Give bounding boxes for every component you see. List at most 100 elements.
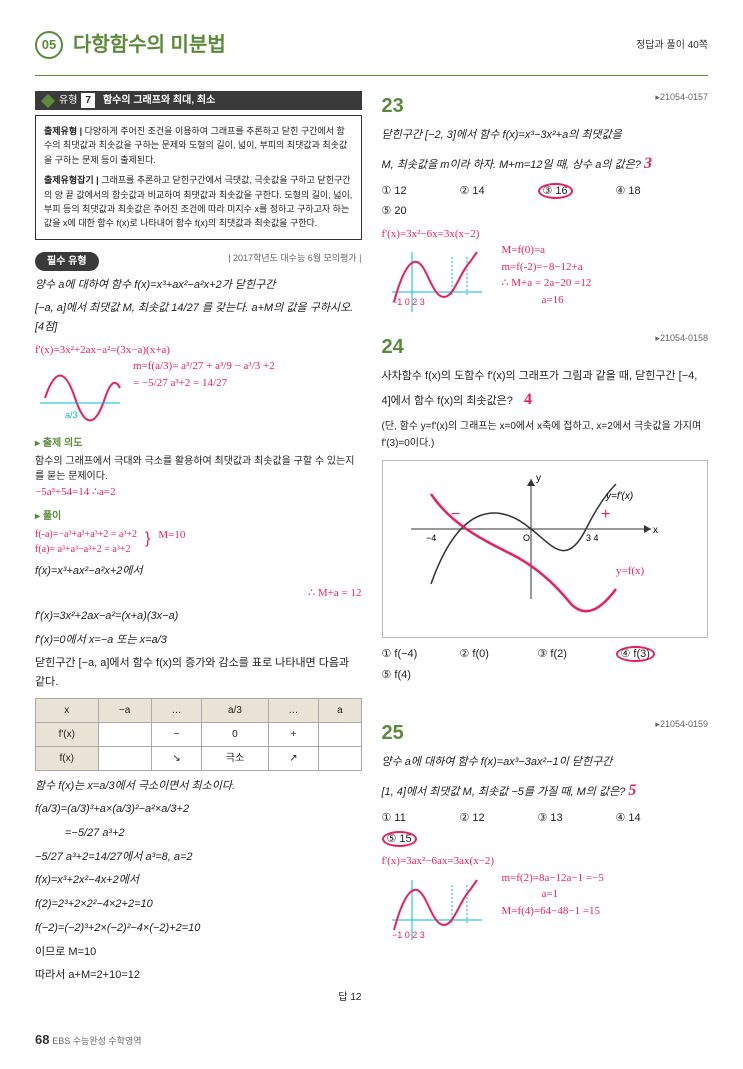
- q24-c4: ④ f(3): [616, 646, 666, 663]
- svg-text:y=f(x): y=f(x): [616, 565, 645, 577]
- sol-5: 함수 f(x)는 x=a/3에서 극소이면서 최소이다.: [35, 777, 362, 796]
- q25-hand1: f'(x)=3ax²−6ax=3ax(x−2): [382, 853, 709, 870]
- sol-3: f'(x)=0에서 x=−a 또는 x=a/3: [35, 631, 362, 650]
- q24-number: 24: [382, 332, 404, 362]
- sign-table: x −a … a/3 … a f'(x) − 0 + f(x) ↘ 극소 ↗: [35, 698, 362, 771]
- q25-text2: [1, 4]에서 최댓값 M, 최솟값 −5를 가질 때, M의 값은? 5: [382, 777, 709, 804]
- q24-c1: ① f(−4): [382, 646, 432, 663]
- q23-hand5: a=16: [542, 292, 592, 309]
- q24-hand-answer: 4: [524, 391, 532, 408]
- q24-c2: ② f(0): [460, 646, 510, 663]
- th-3: a/3: [202, 698, 268, 722]
- q25-c5: ⑤ 15: [382, 831, 432, 848]
- essential-ref: | 2017학년도 대수능 6월 모의평가 |: [228, 252, 361, 266]
- diamond-icon: [41, 93, 55, 107]
- q23-hand1: f'(x)=3x²−6x=3x(x−2): [382, 226, 709, 243]
- right-column: 23 ▸21054-0157 닫힌구간 [−2, 3]에서 함수 f(x)=x³…: [382, 91, 709, 1005]
- q25-choices: ① 11 ② 12 ③ 13 ④ 14 ⑤ 15: [382, 810, 709, 847]
- page-number: 68: [35, 1032, 49, 1047]
- q23-hand3: m=f(-2)=−8−12+a: [502, 259, 592, 276]
- q25-hand3: a=1: [542, 886, 604, 903]
- q23-c4: ④ 18: [616, 183, 666, 200]
- q24-graph: x y −4 O 3 4 y=f'(x) − + y=f(x): [382, 460, 709, 638]
- sketch-graph-1: a/3: [35, 358, 125, 428]
- sol-8: −5/27 a³+2=14/27에서 a³=8, a=2: [35, 848, 362, 867]
- q25-c1: ① 11: [382, 810, 432, 827]
- explain-label-2: 출제유형잡기 |: [44, 175, 101, 185]
- type-number: 7: [81, 93, 95, 108]
- r1-4: +: [268, 722, 319, 746]
- svg-text:3 4: 3 4: [586, 533, 599, 543]
- hand-m10: M=10: [158, 527, 185, 557]
- solution-label: 풀이: [35, 509, 362, 524]
- q23-c3: ③ 16: [538, 183, 588, 200]
- hand-f-a: f(a)= a³+a³−a³+2 = a³+2: [35, 542, 137, 557]
- r2-1: [98, 746, 151, 770]
- svg-text:−4: −4: [426, 533, 436, 543]
- answer-page-ref: 정답과 풀이 40쪽: [636, 38, 708, 53]
- sol-4: 닫힌구간 [−a, a]에서 함수 f(x)의 증가와 감소를 표로 나타내면 …: [35, 654, 362, 691]
- sol-11: f(−2)=(−2)³+2×(−2)²−4×(−2)+2=10: [35, 919, 362, 938]
- sol-1: f(x)=x³+ax²−a²x+2에서: [35, 562, 362, 581]
- r2-5: [319, 746, 361, 770]
- svg-text:y=f'(x): y=f'(x): [605, 491, 633, 502]
- r1-2: −: [151, 722, 202, 746]
- svg-text:x: x: [653, 525, 658, 536]
- svg-text:+: +: [601, 506, 610, 523]
- handwriting-1: f'(x)=3x²+2ax−a²=(3x−a)(x+a): [35, 342, 362, 359]
- q23-choices: ① 12 ② 14 ③ 16 ④ 18 ⑤ 20: [382, 183, 709, 220]
- explain-label-1: 출제유형 |: [44, 126, 85, 136]
- handwriting-2: m=f(a/3)= a³/27 + a³/9 − a³/3 +2: [133, 358, 275, 375]
- r2-0: f(x): [36, 746, 99, 770]
- th-2: …: [151, 698, 202, 722]
- r2-3: 극소: [202, 746, 268, 770]
- q24-note: (단, 함수 y=f'(x)의 그래프는 x=0에서 x축에 접하고, x=2에…: [382, 418, 709, 452]
- q23-c5: ⑤ 20: [382, 203, 432, 220]
- r2-2: ↘: [151, 746, 202, 770]
- svg-text:O: O: [523, 533, 530, 543]
- q25-code: ▸21054-0159: [655, 718, 708, 732]
- explain-text-1: 다양하게 주어진 조건을 이용하여 그래프를 추론하고 닫힌 구간에서 함수의 …: [44, 126, 347, 165]
- type-header: 유형 7 함수의 그래프와 최대, 최소: [35, 91, 362, 110]
- left-column: 유형 7 함수의 그래프와 최대, 최소 출제유형 | 다양하게 주어진 조건을…: [35, 91, 362, 1005]
- th-4: …: [268, 698, 319, 722]
- q24-c5: ⑤ f(4): [382, 667, 432, 684]
- type-title: 함수의 그래프와 최대, 최소: [103, 93, 215, 108]
- sol-12: 이므로 M=10: [35, 943, 362, 962]
- q25-hand4: M=f(4)=64−48−1 =15: [502, 903, 604, 920]
- hand-ma12: ∴ M+a = 12: [35, 585, 362, 602]
- essential-q2: [−a, a]에서 최댓값 M, 최솟값 14/27 를 갖는다. a+M의 값…: [35, 299, 362, 336]
- q25-c4: ④ 14: [616, 810, 666, 827]
- q24-c3: ③ f(2): [538, 646, 588, 663]
- handwriting-3: = −5/27 a³+2 = 14/27: [133, 375, 275, 392]
- sol-7: =−5/27 a³+2: [65, 824, 362, 843]
- q23-text2: M, 최솟값을 m이라 하자. M+m=12일 때, 상수 a의 값은? 3: [382, 150, 709, 177]
- q25-text1: 양수 a에 대하여 함수 f(x)=ax³−3ax²−1이 닫힌구간: [382, 753, 709, 772]
- essential-label: 필수 유형: [35, 252, 99, 271]
- sol-9: f(x)=x³+2x²−4x+2에서: [35, 871, 362, 890]
- intent-text: 함수의 그래프에서 극대와 극소를 활용하여 최댓값과 최솟값을 구할 수 있는…: [35, 454, 362, 484]
- q23-hand4: ∴ M+a = 2a−20 =12: [502, 275, 592, 292]
- q25-hand-answer: 5: [628, 782, 636, 799]
- explain-box: 출제유형 | 다양하게 주어진 조건을 이용하여 그래프를 추론하고 닫힌 구간…: [35, 115, 362, 240]
- page-header: 05 다항함수의 미분법 정답과 풀이 40쪽: [35, 30, 708, 60]
- intent-label: 출제 의도: [35, 436, 362, 451]
- svg-text:a/3: a/3: [65, 410, 78, 420]
- svg-text:y: y: [536, 473, 541, 484]
- q23-sketch-graph: −1 0 2 3: [382, 242, 492, 322]
- q24-text1: 사차함수 f(x)의 도함수 f'(x)의 그래프가 그림과 같을 때, 닫힌구…: [382, 367, 709, 413]
- chapter-number: 05: [35, 31, 63, 59]
- r1-3: 0: [202, 722, 268, 746]
- essential-q1: 양수 a에 대하여 함수 f(x)=x³+ax²−a²x+2가 닫힌구간: [35, 276, 362, 295]
- svg-text:−1 0 2 3: −1 0 2 3: [392, 930, 425, 940]
- q25-c3: ③ 13: [538, 810, 588, 827]
- r1-5: [319, 722, 361, 746]
- th-x: x: [36, 698, 99, 722]
- q24-choices: ① f(−4) ② f(0) ③ f(2) ④ f(3) ⑤ f(4): [382, 646, 709, 683]
- q25-sketch-graph: −1 0 2 3: [382, 870, 492, 950]
- svg-text:−1 0 2 3: −1 0 2 3: [392, 297, 425, 307]
- q23-text1: 닫힌구간 [−2, 3]에서 함수 f(x)=x³−3x²+a의 최댓값을: [382, 126, 709, 145]
- q23-code: ▸21054-0157: [655, 91, 708, 105]
- q25-number: 25: [382, 718, 404, 748]
- q23-number: 23: [382, 91, 404, 121]
